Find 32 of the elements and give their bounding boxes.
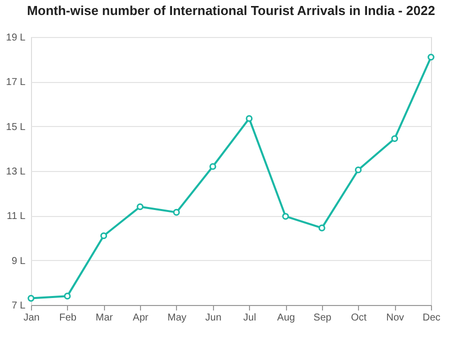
x-tick-label: Mar xyxy=(96,312,114,324)
x-tick-label: Apr xyxy=(132,312,150,324)
point xyxy=(136,203,144,210)
y-tick-label: 7 L xyxy=(12,300,26,312)
y-tick-label: 19 L xyxy=(6,32,26,44)
point xyxy=(318,224,326,232)
point xyxy=(173,208,180,216)
x-tick-label: Nov xyxy=(386,312,404,324)
y-tick-label: 13 L xyxy=(6,166,26,178)
y-tick-label: 15 L xyxy=(6,122,26,133)
point xyxy=(209,163,216,170)
x-tick-label: Jan xyxy=(23,312,40,324)
x-tick-label: Sep xyxy=(314,312,332,324)
point xyxy=(64,292,71,300)
x-tick-label: Jul xyxy=(243,312,256,324)
chart-title: Month-wise number of International Tourist Arrivals in India - 2022 xyxy=(26,3,436,18)
y-tick-label: 17 L xyxy=(6,77,26,88)
point xyxy=(428,54,434,60)
x-tick-label: Oct xyxy=(350,312,367,324)
x-tick-label: May xyxy=(168,312,186,324)
x-tick-label: Dec xyxy=(422,312,440,324)
point xyxy=(100,232,108,240)
x-tick-label: Aug xyxy=(277,312,295,324)
x-tick-label: Jun xyxy=(205,312,222,324)
point xyxy=(391,135,398,142)
y-tick-label: 9 L xyxy=(12,256,26,267)
x-tick-label: Feb xyxy=(59,312,77,324)
y-tick-label: 11 L xyxy=(6,211,26,222)
point xyxy=(282,212,289,220)
point xyxy=(354,166,362,174)
point xyxy=(28,294,34,302)
point xyxy=(246,115,253,122)
